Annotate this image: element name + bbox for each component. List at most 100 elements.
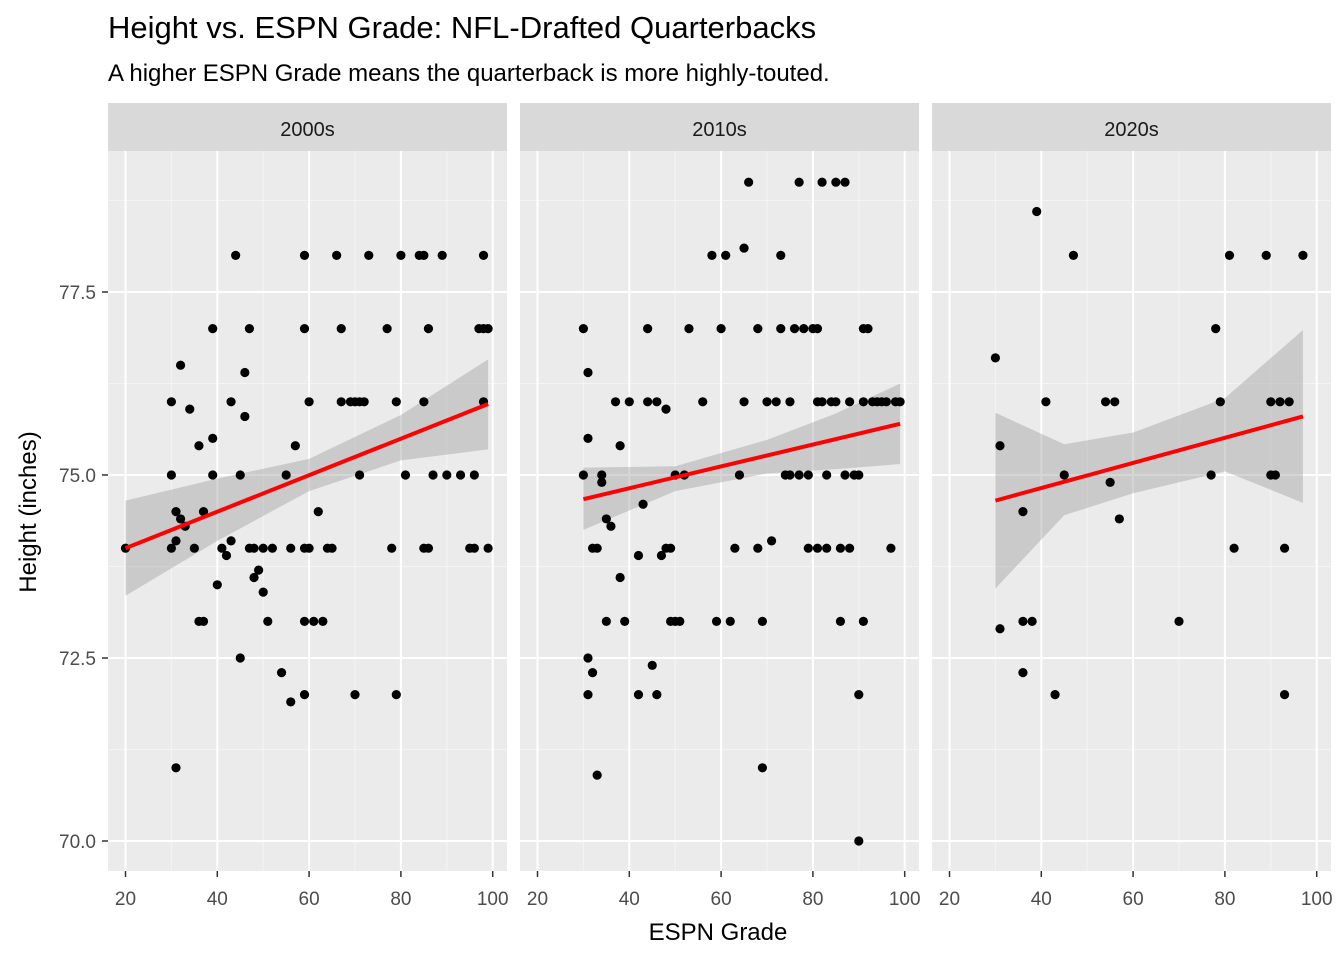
- data-point: [217, 543, 227, 553]
- data-point: [336, 324, 346, 334]
- data-point: [313, 507, 323, 517]
- data-point: [854, 470, 864, 480]
- data-point: [198, 507, 209, 517]
- panel-2020s: 2020s: [932, 103, 1331, 871]
- data-point: [208, 324, 218, 334]
- data-point: [299, 250, 310, 260]
- x-tick-label: 100: [477, 889, 509, 910]
- data-point: [350, 690, 360, 700]
- y-tick-label: 75.0: [59, 466, 96, 487]
- data-point: [1041, 397, 1051, 407]
- data-point: [419, 397, 429, 407]
- data-point: [1027, 616, 1037, 627]
- x-tick-label: 60: [1123, 889, 1144, 910]
- data-point: [620, 616, 630, 627]
- data-point: [286, 697, 296, 707]
- data-point: [835, 616, 846, 627]
- data-point: [739, 243, 749, 253]
- data-point: [858, 397, 868, 407]
- data-point: [194, 441, 204, 451]
- chart-subtitle: A higher ESPN Grade means the quarterbac…: [108, 60, 830, 87]
- data-point: [281, 470, 291, 480]
- data-point: [716, 324, 726, 334]
- data-point: [226, 397, 236, 407]
- data-point: [396, 250, 406, 260]
- data-point: [675, 616, 685, 627]
- data-point: [597, 470, 607, 480]
- data-point: [771, 397, 781, 407]
- data-point: [822, 470, 832, 480]
- data-point: [794, 470, 804, 480]
- data-point: [391, 690, 401, 700]
- data-point: [831, 397, 841, 407]
- data-point: [995, 624, 1005, 634]
- x-tick-label: 40: [1031, 889, 1052, 910]
- data-point: [221, 550, 232, 561]
- x-tick-label: 20: [115, 889, 136, 910]
- data-point: [1105, 477, 1115, 487]
- data-point: [721, 250, 731, 260]
- y-tick-label: 72.5: [59, 649, 96, 670]
- data-point: [286, 543, 296, 553]
- data-point: [189, 543, 199, 553]
- data-point: [583, 433, 593, 443]
- data-point: [304, 543, 314, 553]
- data-point: [258, 543, 268, 553]
- data-point: [309, 616, 319, 627]
- data-point: [601, 616, 611, 627]
- data-point: [757, 616, 768, 627]
- data-point: [812, 324, 823, 334]
- data-point: [1215, 397, 1225, 407]
- data-point: [789, 324, 800, 334]
- data-point: [1279, 690, 1290, 700]
- data-point: [643, 397, 653, 407]
- data-point: [469, 470, 479, 480]
- data-point: [652, 690, 662, 700]
- data-point: [423, 543, 434, 553]
- data-point: [212, 580, 222, 590]
- x-tick-label: 20: [527, 889, 548, 910]
- data-point: [299, 616, 310, 627]
- data-point: [1059, 470, 1069, 480]
- data-point: [1174, 616, 1184, 627]
- data-point: [753, 543, 763, 553]
- data-point: [684, 324, 694, 334]
- data-point: [863, 324, 873, 334]
- panel-background: [932, 151, 1331, 871]
- data-point: [753, 324, 763, 334]
- data-point: [249, 572, 259, 583]
- y-axis: 70.0 72.5 75.0 77.5: [59, 283, 108, 853]
- facet-strip: [520, 103, 919, 151]
- data-point: [698, 397, 708, 407]
- data-point: [794, 177, 804, 187]
- facet-strip: [108, 103, 507, 151]
- data-point: [757, 763, 768, 773]
- data-point: [249, 543, 259, 553]
- facet-strip-label: 2000s: [280, 119, 335, 141]
- data-point: [1270, 470, 1280, 480]
- data-point: [1018, 668, 1028, 678]
- data-point: [1206, 470, 1216, 480]
- data-point: [290, 441, 300, 451]
- data-point: [332, 250, 342, 260]
- data-point: [583, 367, 593, 378]
- data-point: [643, 324, 653, 334]
- data-point: [776, 250, 786, 260]
- data-point: [478, 250, 489, 260]
- data-point: [592, 770, 602, 780]
- data-point: [244, 324, 255, 334]
- data-point: [707, 250, 717, 260]
- data-point: [734, 470, 745, 480]
- data-point: [995, 441, 1005, 451]
- data-point: [469, 543, 479, 553]
- data-point: [400, 470, 411, 480]
- data-point: [592, 543, 602, 553]
- data-point: [359, 397, 369, 407]
- data-point: [624, 397, 634, 407]
- data-point: [304, 397, 314, 407]
- data-point: [1298, 250, 1308, 260]
- data-point: [364, 250, 374, 260]
- data-point: [633, 550, 644, 561]
- data-point: [240, 411, 250, 422]
